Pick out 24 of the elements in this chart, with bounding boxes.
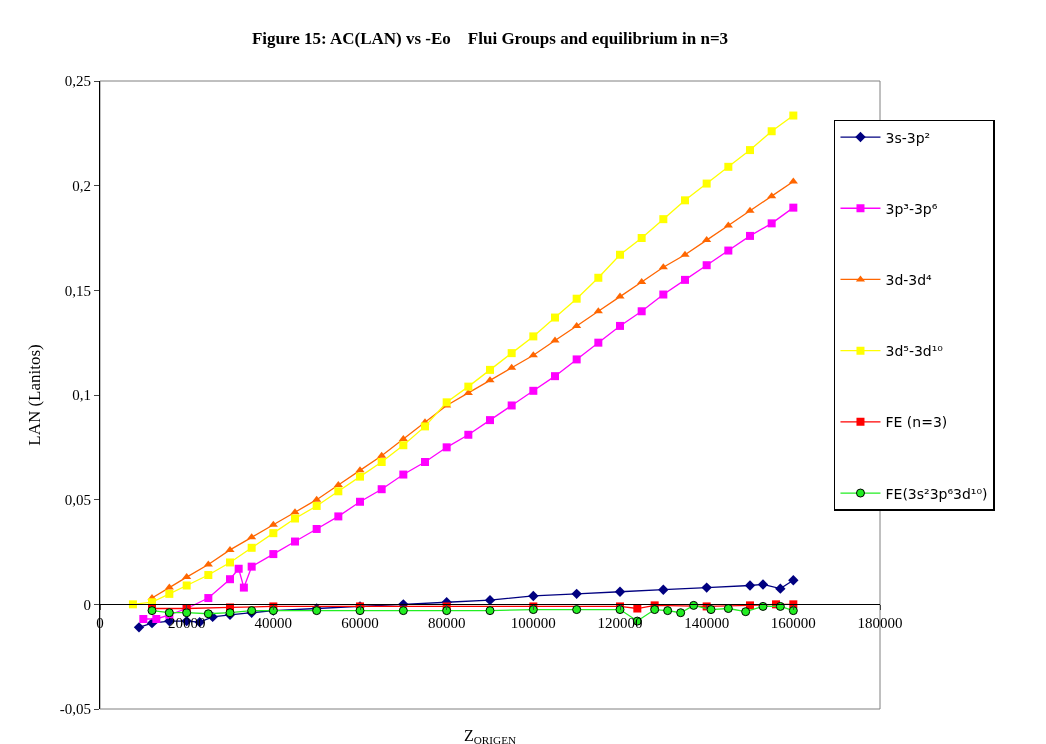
- x-tick-label: 80000: [427, 615, 466, 632]
- legend-label: 3d⁵-3d¹⁰: [885, 343, 944, 360]
- x-tick-label: 140000: [684, 615, 730, 632]
- x-tick-label: 180000: [857, 615, 903, 632]
- y-axis-title: LAN (Lanitos): [25, 344, 45, 446]
- legend-label: FE (n=3): [885, 414, 948, 431]
- x-tick-label: 160000: [770, 615, 816, 632]
- legend-label: 3s-3p²: [885, 129, 931, 146]
- y-tick-label: 0,2: [72, 177, 91, 194]
- x-tick-label: 100000: [510, 615, 556, 632]
- y-tick-label: 0,1: [72, 387, 91, 404]
- y-tick-label: 0: [83, 596, 91, 613]
- x-tick-label: 120000: [597, 615, 643, 632]
- y-tick-label: 0,25: [64, 73, 91, 90]
- y-tick-label: 0,15: [64, 282, 91, 299]
- y-tick-label: -0,05: [59, 701, 91, 718]
- x-tick-label: 60000: [341, 615, 379, 632]
- legend-label: 3d-3d⁴: [885, 271, 933, 288]
- chart-title: Figure 15: AC(LAN) vs -Eo Flui Groups and equilibrium in n=3: [251, 28, 729, 48]
- x-tick-label: 40000: [254, 615, 293, 632]
- x-axis-title: Z$_{ORIGEN}$: [464, 727, 517, 744]
- legend-label: 3p³-3p⁶: [885, 200, 938, 217]
- y-tick-label: 0,05: [64, 491, 91, 508]
- legend-label: FE(3s²3p⁶3d¹⁰): [885, 485, 988, 502]
